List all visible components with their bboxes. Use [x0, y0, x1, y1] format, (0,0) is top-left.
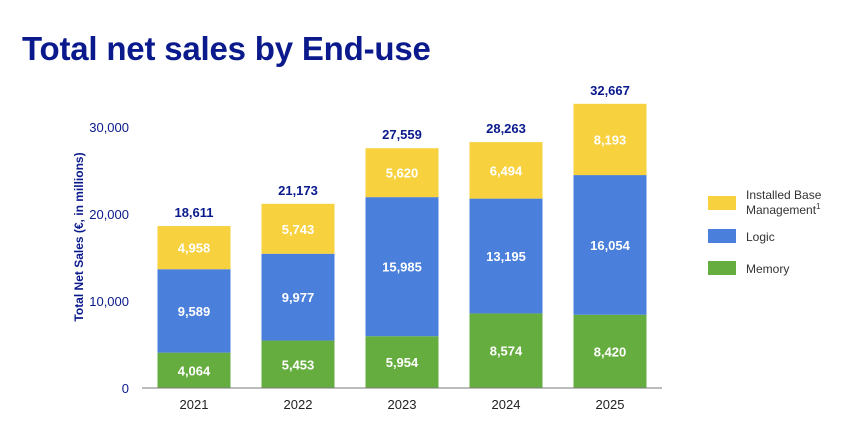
segment-data-label: 16,054	[590, 238, 631, 253]
bar-segment-logic-2024	[469, 198, 543, 314]
x-tick-label: 2022	[284, 397, 313, 412]
total-data-label: 32,667	[590, 83, 630, 98]
x-tick-label: 2024	[492, 397, 521, 412]
segment-data-label: 5,954	[386, 355, 419, 370]
bar-segment-installed-base-management-2022	[261, 203, 335, 254]
bar-segment-memory-2024	[469, 313, 543, 388]
segment-data-label: 8,574	[490, 344, 523, 359]
total-data-label: 27,559	[382, 127, 422, 142]
legend-label: Installed Base	[746, 188, 822, 202]
segment-data-label: 8,420	[594, 344, 627, 359]
legend-swatch	[708, 261, 736, 275]
bar-segment-installed-base-management-2023	[365, 148, 439, 198]
segment-data-label: 13,195	[486, 249, 526, 264]
segment-data-label: 5,620	[386, 166, 419, 181]
y-axis: 0 10,000 20,000 30,000 Total Net Sales (€, i…	[72, 120, 129, 396]
x-tick-label: 2023	[388, 397, 417, 412]
y-tick-label: 0	[122, 381, 129, 396]
legend-swatch	[708, 229, 736, 243]
bar-segment-installed-base-management-2025	[573, 103, 647, 176]
bars-group: 4,064 9,589 4,958 18,611 5,453 9,977 5,743 21,1…	[157, 83, 647, 388]
bar-segment-memory-2023	[365, 336, 439, 388]
total-data-label: 18,611	[174, 205, 213, 220]
page-title: Total net sales by End-use	[22, 30, 431, 67]
bar-segment-logic-2021	[157, 269, 231, 353]
bar-segment-memory-2021	[157, 352, 231, 388]
segment-data-label: 8,193	[594, 132, 627, 147]
y-tick-label: 20,000	[89, 207, 129, 222]
segment-data-label: 5,743	[282, 222, 315, 237]
bar-segment-logic-2023	[365, 197, 439, 337]
segment-data-label: 4,958	[178, 241, 211, 256]
bar-segment-logic-2025	[573, 175, 647, 315]
x-axis: 2021 2022 2023 2024 2025	[142, 387, 662, 412]
bar-segment-installed-base-management-2021	[157, 226, 231, 270]
x-tick-label: 2025	[596, 397, 625, 412]
y-axis-title: Total Net Sales (€, in millions)	[72, 152, 86, 321]
y-tick-label: 10,000	[89, 294, 129, 309]
legend-swatch	[708, 196, 736, 210]
y-tick-label: 30,000	[89, 120, 129, 135]
legend-label: Logic	[746, 230, 775, 244]
bar-segment-installed-base-management-2024	[469, 142, 543, 199]
segment-data-label: 6,494	[490, 163, 523, 178]
legend-label: Memory	[746, 262, 789, 276]
segment-data-label: 9,589	[178, 304, 211, 319]
segment-data-label: 5,453	[282, 357, 315, 372]
total-data-label: 28,263	[486, 121, 526, 136]
segment-data-label: 4,064	[178, 363, 211, 378]
segment-data-label: 9,977	[282, 290, 315, 305]
x-tick-label: 2021	[180, 397, 209, 412]
bar-segment-memory-2022	[261, 340, 335, 388]
segment-data-label: 15,985	[382, 260, 422, 275]
total-data-label: 21,173	[278, 183, 318, 198]
bar-segment-logic-2022	[261, 253, 335, 341]
legend-label: Management1	[746, 202, 821, 217]
bar-segment-memory-2025	[573, 314, 647, 388]
